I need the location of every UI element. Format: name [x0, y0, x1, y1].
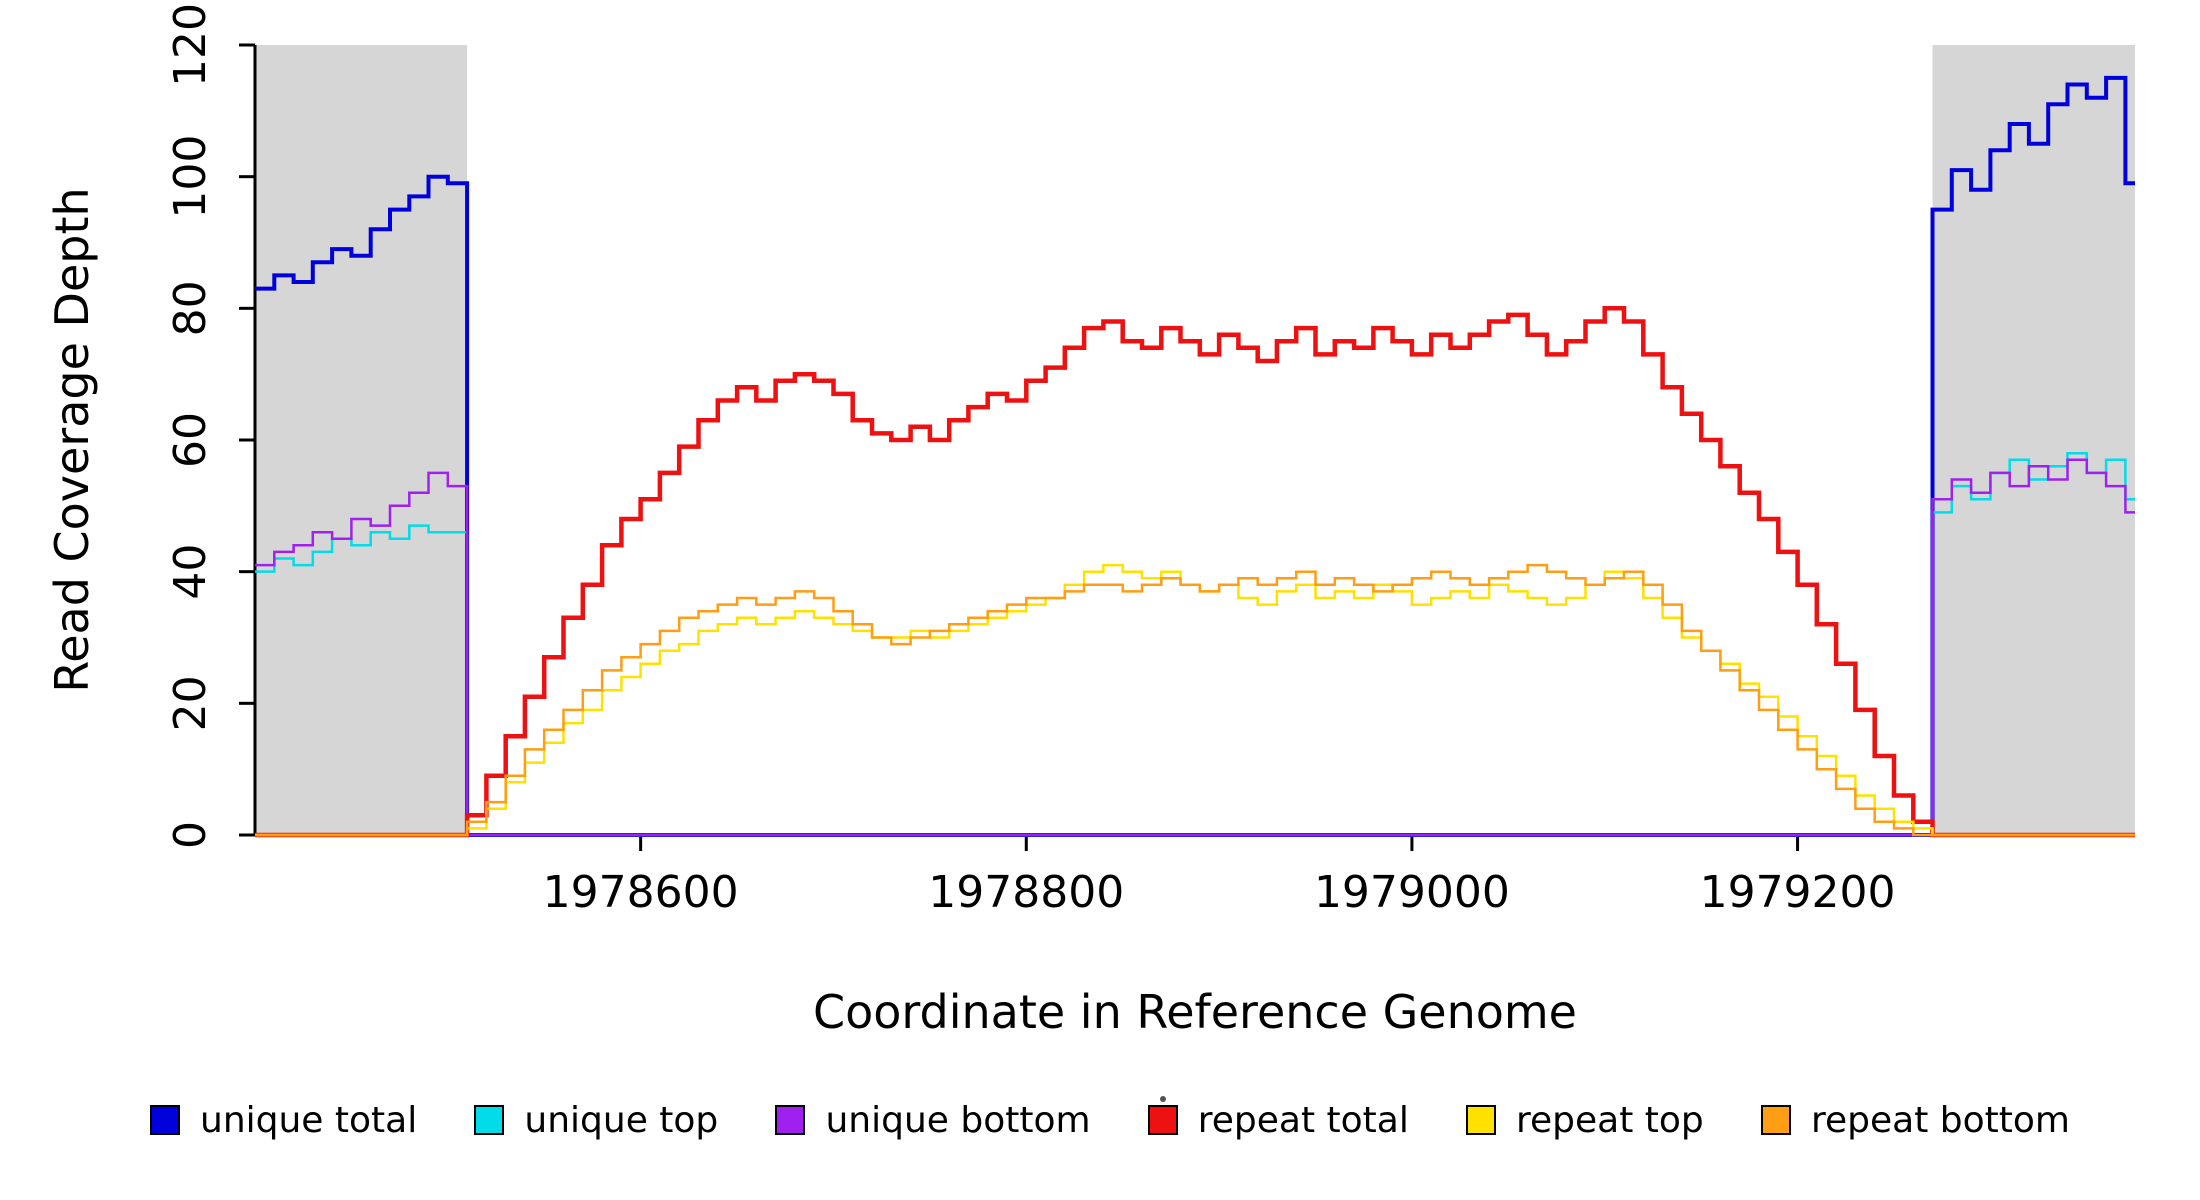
legend-label: repeat total — [1197, 1099, 1409, 1141]
series-line-repeat-total — [255, 306, 2135, 838]
y-tick-label: 40 — [165, 544, 216, 600]
series-line-repeat-top — [255, 563, 2135, 837]
legend-label: repeat bottom — [1810, 1099, 2070, 1141]
legend-item-repeat-top: repeat top — [1466, 1100, 1704, 1141]
legend-marker-repeat-top — [1466, 1105, 1497, 1135]
legend-label: unique bottom — [825, 1099, 1091, 1141]
series-line-unique-bottom — [255, 458, 2135, 837]
legend-marker-repeat-bottom — [1760, 1105, 1791, 1135]
shaded-region — [1932, 45, 2135, 835]
series-line-unique-top — [255, 451, 2135, 837]
legend-label: repeat top — [1516, 1099, 1704, 1141]
y-tick-label: 80 — [165, 280, 216, 336]
series-line-repeat-bottom — [255, 563, 2135, 837]
x-tick-label: 1978600 — [543, 867, 739, 918]
legend-marker-repeat-total — [1147, 1105, 1178, 1135]
legend-item-repeat-total: repeat total — [1147, 1099, 1409, 1141]
legend-item-unique-top: unique top — [474, 1100, 718, 1141]
legend-label: unique top — [524, 1099, 719, 1141]
legend-label: unique total — [200, 1099, 418, 1141]
legend-marker-unique-top — [474, 1105, 505, 1135]
series-line-unique-total — [255, 75, 2135, 837]
y-tick-label: 0 — [165, 821, 216, 849]
y-tick-label: 60 — [165, 412, 216, 468]
y-axis-title: Read Coverage Depth — [45, 187, 99, 693]
legend-marker-unique-bottom — [775, 1105, 806, 1135]
y-tick-label: 120 — [165, 3, 216, 87]
legend: unique total unique top unique bottom repea… — [150, 1090, 2070, 1150]
y-tick-label: 100 — [165, 135, 216, 219]
x-tick-label: 1978800 — [928, 867, 1124, 918]
x-tick-label: 1979000 — [1314, 867, 1510, 918]
stray-dot — [1160, 1096, 1166, 1102]
legend-item-repeat-bottom: repeat bottom — [1760, 1099, 2070, 1141]
x-axis-title: Coordinate in Reference Genome — [813, 985, 1577, 1039]
shaded-region — [255, 45, 468, 835]
x-tick-label: 1979200 — [1700, 867, 1896, 918]
legend-item-unique-total: unique total — [150, 1100, 417, 1141]
legend-marker-unique-total — [150, 1105, 180, 1135]
legend-item-unique-bottom: unique bottom — [775, 1099, 1091, 1141]
y-tick-label: 20 — [165, 675, 216, 731]
